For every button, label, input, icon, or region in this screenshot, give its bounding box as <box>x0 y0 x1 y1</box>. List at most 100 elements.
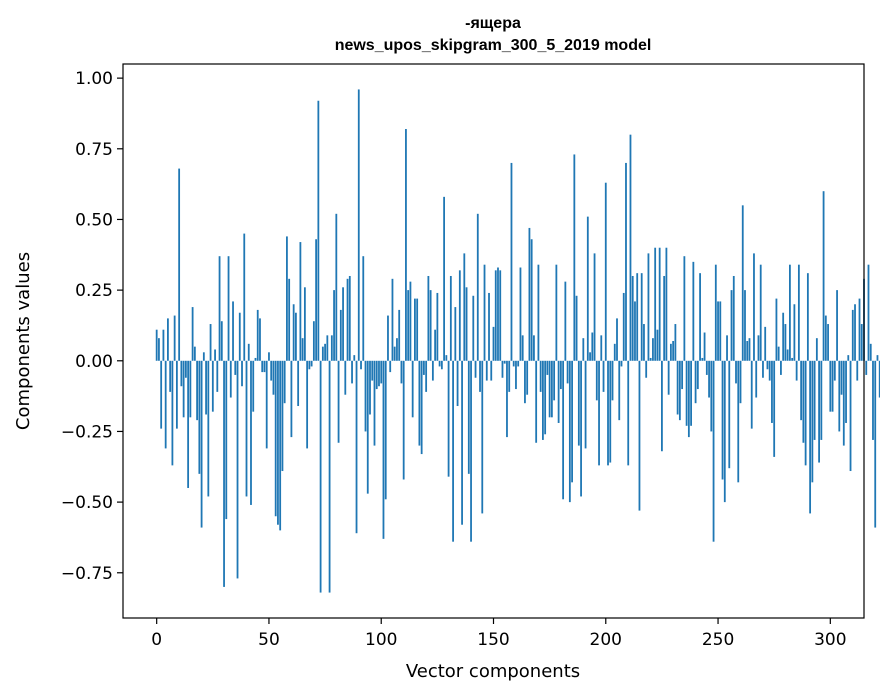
bar-149 <box>490 360 493 381</box>
bar-314 <box>860 324 863 361</box>
x-tick-label: 250 <box>702 630 734 650</box>
bar-51 <box>270 360 273 381</box>
bar-236 <box>685 360 688 426</box>
bar-42 <box>250 360 252 505</box>
x-tick-label: 300 <box>814 630 846 650</box>
bar-253 <box>723 360 726 503</box>
bar-189 <box>580 360 582 497</box>
x-tick-label: 50 <box>258 630 280 650</box>
bar-308 <box>847 355 850 361</box>
bar-147 <box>485 360 488 381</box>
bar-206 <box>618 360 621 421</box>
bar-218 <box>645 360 648 378</box>
bar-181 <box>562 360 565 500</box>
bar-84 <box>344 360 347 395</box>
bar-318 <box>869 343 872 361</box>
bar-173 <box>544 360 547 435</box>
bar-249 <box>714 264 717 361</box>
bar-188 <box>577 360 580 446</box>
bar-88 <box>353 355 356 361</box>
bar-238 <box>690 360 692 426</box>
bar-274 <box>771 360 773 423</box>
bar-220 <box>649 357 652 361</box>
bar-256 <box>730 290 733 361</box>
bar-82 <box>339 309 342 361</box>
bar-192 <box>586 216 589 361</box>
bar-171 <box>539 360 542 392</box>
bar-320 <box>874 360 877 528</box>
bar-185 <box>571 360 573 483</box>
bar-180 <box>559 360 562 390</box>
bar-0 <box>155 329 158 361</box>
bar-139 <box>467 360 470 474</box>
bar-154 <box>501 360 504 378</box>
bar-202 <box>609 360 612 463</box>
bar-55 <box>279 360 282 531</box>
bar-130 <box>447 360 450 477</box>
bar-195 <box>593 253 596 361</box>
bar-221 <box>652 338 654 361</box>
bar-109 <box>400 360 403 384</box>
bar-170 <box>537 264 540 361</box>
y-tick-label: 1.00 <box>75 69 113 89</box>
bar-58 <box>286 236 288 361</box>
bar-242 <box>699 273 701 361</box>
bar-297 <box>822 191 825 361</box>
bar-8 <box>173 315 176 361</box>
bar-267 <box>755 360 758 398</box>
bar-255 <box>728 360 731 469</box>
bar-317 <box>867 264 870 361</box>
bar-187 <box>575 295 578 361</box>
bar-4 <box>164 360 167 449</box>
bar-1 <box>158 338 160 361</box>
bar-199 <box>602 360 605 392</box>
bar-273 <box>768 360 771 381</box>
bar-177 <box>553 360 556 401</box>
bar-41 <box>247 343 250 361</box>
x-axis-label: Vector components <box>406 661 580 682</box>
bar-117 <box>418 360 421 446</box>
bar-32 <box>227 256 230 361</box>
bar-23 <box>207 360 210 497</box>
bar-133 <box>454 307 457 361</box>
bar-216 <box>640 273 643 361</box>
bar-172 <box>542 360 544 440</box>
bar-214 <box>636 273 639 361</box>
bar-78 <box>330 335 333 361</box>
bar-79 <box>333 290 335 361</box>
bar-44 <box>254 357 257 361</box>
y-tick-label: −0.50 <box>61 493 113 513</box>
bar-95 <box>369 360 371 415</box>
bar-85 <box>346 278 349 361</box>
bar-226 <box>663 275 666 361</box>
bar-28 <box>218 256 221 361</box>
bar-16 <box>191 307 194 361</box>
bar-286 <box>797 264 800 361</box>
bar-99 <box>378 360 380 387</box>
bar-200 <box>604 182 607 361</box>
bar-140 <box>470 360 472 542</box>
bar-313 <box>858 298 861 361</box>
bar-5 <box>167 318 169 361</box>
bar-322 <box>878 360 880 398</box>
x-tick-label: 200 <box>590 630 622 650</box>
bar-228 <box>667 360 670 395</box>
bar-196 <box>595 360 598 401</box>
bar-131 <box>449 275 452 361</box>
bar-35 <box>234 360 237 375</box>
bar-224 <box>658 247 661 361</box>
bar-136 <box>461 360 463 525</box>
x-tick-label: 100 <box>365 630 397 650</box>
bar-251 <box>719 301 722 361</box>
bar-2 <box>160 360 163 429</box>
bar-178 <box>555 264 558 361</box>
bar-89 <box>355 360 358 534</box>
bar-175 <box>548 360 551 418</box>
bar-92 <box>362 256 365 361</box>
bar-211 <box>629 134 632 361</box>
bar-280 <box>784 324 787 361</box>
bar-179 <box>557 360 560 423</box>
bar-279 <box>782 312 785 361</box>
bar-111 <box>405 129 407 361</box>
bar-277 <box>777 346 780 361</box>
